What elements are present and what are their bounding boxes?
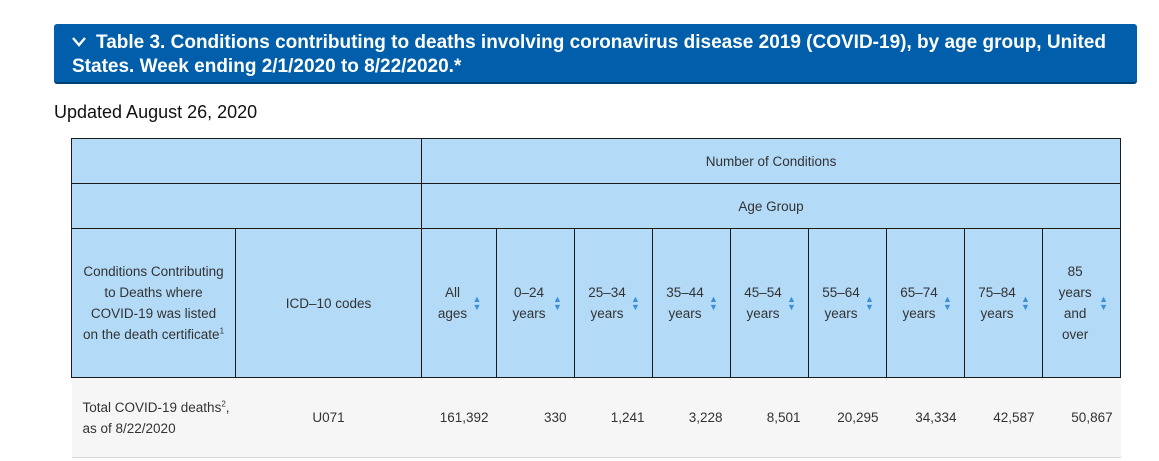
col-header-label: 35–44 years: [666, 285, 704, 321]
icd-column-header: ICD–10 codes: [235, 228, 422, 378]
col-header-label: 0–24 years: [512, 285, 546, 321]
value-35-44: 3,228: [652, 377, 731, 458]
col-header-45-54[interactable]: 45–54 years ▲ ▼: [730, 228, 809, 378]
col-header-35-44[interactable]: 35–44 years ▲ ▼: [652, 228, 731, 378]
footnote-2: 2: [221, 399, 226, 408]
blank-header: [71, 183, 422, 229]
col-header-label: 85 years and over: [1058, 264, 1092, 342]
chevron-down-icon[interactable]: [72, 31, 92, 55]
sort-icon[interactable]: ▲ ▼: [865, 294, 874, 312]
col-header-label: All ages: [437, 285, 468, 321]
col-header-25-34[interactable]: 25–34 years ▲ ▼: [574, 228, 653, 378]
col-header-label: 45–54 years: [744, 285, 782, 321]
col-header-0-24[interactable]: 0–24 years ▲ ▼: [496, 228, 575, 378]
condition-cell: Total COVID-19 deaths2, as of 8/22/2020: [71, 377, 236, 458]
sort-icon[interactable]: ▲ ▼: [709, 294, 718, 312]
col-header-label: 65–74 years: [900, 285, 938, 321]
value-75-84: 42,587: [964, 377, 1043, 458]
col-header-85-over[interactable]: 85 years and over ▲ ▼: [1041, 228, 1122, 378]
sort-icon[interactable]: ▲ ▼: [553, 294, 562, 312]
value-0-24: 330: [496, 377, 575, 458]
table-title: Table 3. Conditions contributing to deat…: [72, 32, 1106, 77]
sort-icon[interactable]: ▲ ▼: [943, 294, 952, 312]
col-header-75-84[interactable]: 75–84 years ▲ ▼: [964, 228, 1043, 378]
col-header-label: 75–84 years: [978, 285, 1016, 321]
col-header-label: 25–34 years: [588, 285, 626, 321]
footnote-1: 1: [219, 326, 225, 336]
age-group-header: Age Group: [420, 183, 1122, 229]
value-all-ages: 161,392: [421, 377, 497, 458]
number-of-conditions-header: Number of Conditions: [420, 138, 1122, 184]
conditions-column-header: Conditions Contributing to Deaths where …: [71, 228, 236, 378]
updated-date: Updated August 26, 2020: [54, 102, 258, 122]
icd-cell: U071: [235, 377, 422, 458]
col-header-65-74[interactable]: 65–74 years ▲ ▼: [886, 228, 965, 378]
value-85-over: 50,867: [1042, 377, 1121, 458]
sort-icon[interactable]: ▲ ▼: [631, 294, 640, 312]
sort-icon[interactable]: ▲ ▼: [472, 294, 482, 312]
table-row: Total COVID-19 deaths2, as of 8/22/2020 …: [71, 377, 1121, 458]
col-header-label: 55–64 years: [822, 285, 860, 321]
value-45-54: 8,501: [730, 377, 809, 458]
table-title-banner[interactable]: Table 3. Conditions contributing to deat…: [54, 24, 1137, 84]
sort-icon[interactable]: ▲ ▼: [1099, 294, 1108, 312]
value-55-64: 20,295: [808, 377, 887, 458]
value-25-34: 1,241: [574, 377, 653, 458]
sort-icon[interactable]: ▲ ▼: [1021, 294, 1030, 312]
col-header-all-ages[interactable]: All ages ▲ ▼: [421, 228, 497, 378]
col-header-55-64[interactable]: 55–64 years ▲ ▼: [808, 228, 887, 378]
blank-header: [71, 138, 422, 184]
sort-icon[interactable]: ▲ ▼: [787, 294, 796, 312]
value-65-74: 34,334: [886, 377, 965, 458]
conditions-table: Number of Conditions Age Group Condition…: [71, 138, 1122, 458]
